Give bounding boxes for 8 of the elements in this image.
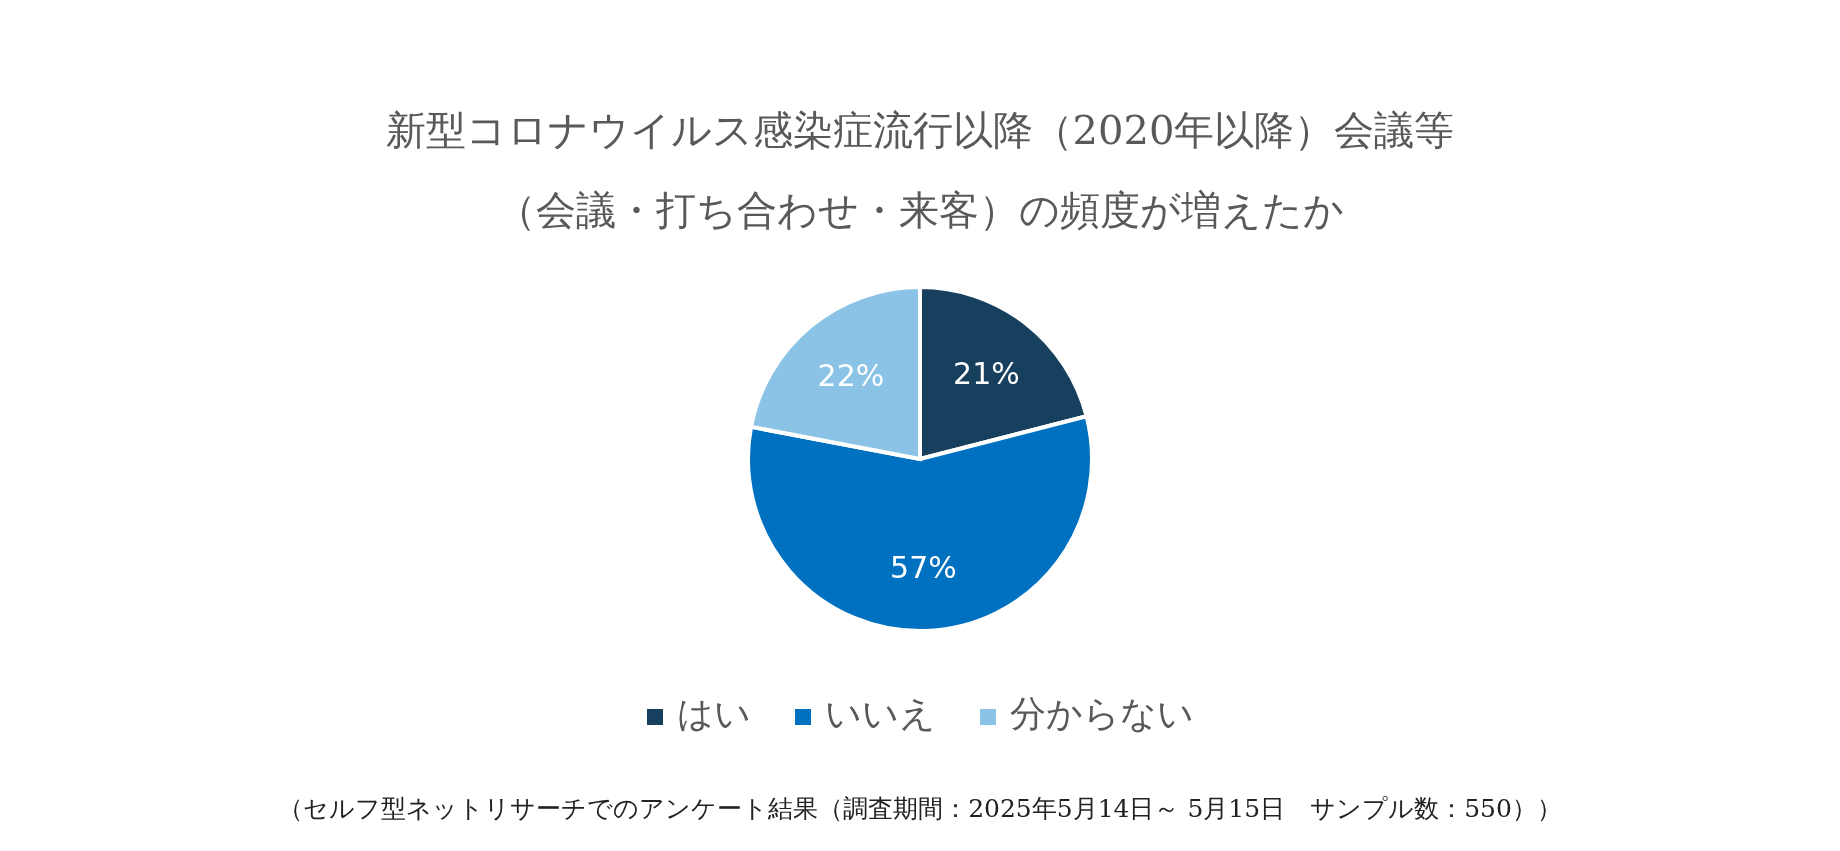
text: （セルフ型ネットリサーチでのアンケート結果（調査期間：2025年5月14日～ 5月15日 サンプル数：550））: [277, 793, 1563, 825]
data-label: 21%: [953, 355, 1020, 391]
legend-label: はい: [676, 693, 751, 734]
data-label: 22%: [817, 358, 885, 394]
legend-label: 分からない: [1009, 693, 1194, 734]
legend-label: いいえ: [824, 693, 936, 734]
title: 新型コロナウイルス感染症流行以降（2020年以降）会議等（会議・打ち合わせ・来客）の頻度が増えたか: [384, 106, 1456, 235]
data-label: 57%: [890, 549, 957, 585]
